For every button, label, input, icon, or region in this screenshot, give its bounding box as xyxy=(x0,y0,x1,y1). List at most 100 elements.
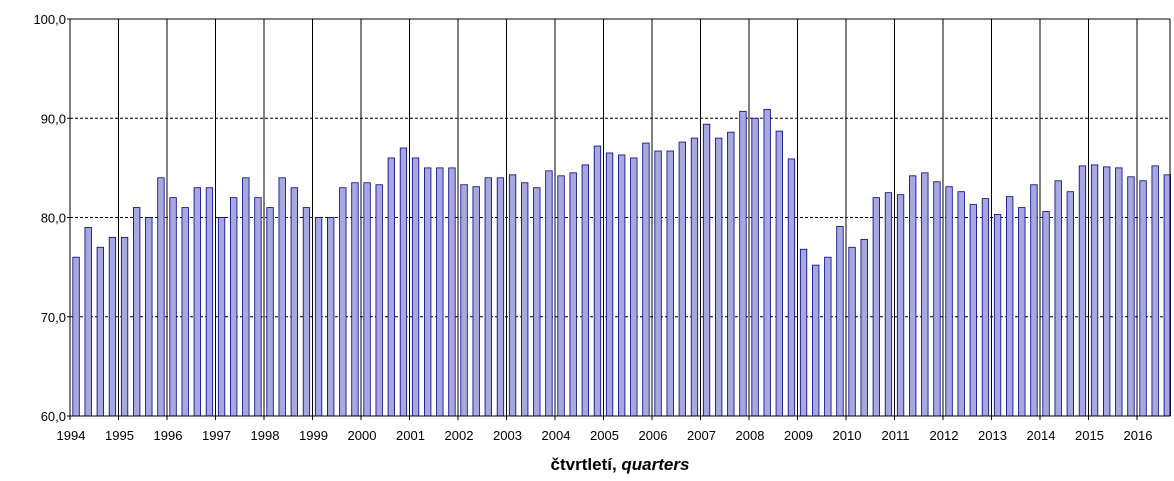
bar xyxy=(545,170,553,417)
bar xyxy=(812,264,820,417)
bar xyxy=(715,137,723,417)
bar xyxy=(436,167,444,417)
bar xyxy=(351,182,359,417)
bar xyxy=(1127,176,1135,417)
bar xyxy=(472,186,480,417)
x-axis-ticks: 1994 1995 1996 1997 1998 1999 2000 2001 2002 2003… xyxy=(57,416,1153,443)
x-axis-title-italic: quarters xyxy=(621,455,689,474)
x-tick-label: 1997 xyxy=(202,428,231,443)
bar xyxy=(763,108,771,417)
bar xyxy=(981,198,990,417)
bar xyxy=(508,174,517,417)
bar xyxy=(969,204,977,417)
bar xyxy=(581,164,589,417)
x-tick-label: 1999 xyxy=(299,428,328,443)
bar xyxy=(1054,180,1062,417)
bar xyxy=(909,175,917,417)
bar xyxy=(1103,166,1111,417)
bar xyxy=(278,177,286,417)
bar xyxy=(424,167,432,417)
x-tick-label: 2007 xyxy=(687,428,716,443)
bar xyxy=(1115,167,1123,417)
bar xyxy=(448,167,456,417)
bar xyxy=(460,184,468,417)
x-tick-label: 2001 xyxy=(396,428,425,443)
x-tick-label: 1994 xyxy=(57,428,86,443)
y-tick-label: 90,0 xyxy=(41,111,66,126)
bar xyxy=(593,145,602,417)
y-tick-label: 60,0 xyxy=(41,409,66,424)
bar xyxy=(533,187,541,417)
bar xyxy=(1078,165,1087,417)
bar xyxy=(896,194,905,417)
bar xyxy=(84,227,92,417)
bar xyxy=(618,154,626,417)
x-tick-label: 2005 xyxy=(590,428,619,443)
bar xyxy=(181,207,189,417)
bar xyxy=(145,217,153,417)
bar xyxy=(217,217,226,417)
bar xyxy=(327,217,335,417)
x-axis-title-main: čtvrtletí, xyxy=(551,455,622,474)
x-axis-title: čtvrtletí, quarters xyxy=(551,455,690,474)
bar xyxy=(933,181,941,417)
bar xyxy=(945,186,953,417)
bar xyxy=(1090,164,1099,417)
bar xyxy=(702,123,711,417)
bar xyxy=(521,182,529,417)
bar xyxy=(690,137,699,417)
bar xyxy=(787,158,796,417)
bar xyxy=(1006,196,1014,417)
bar xyxy=(799,248,808,417)
bar xyxy=(1042,211,1050,417)
bar xyxy=(1018,207,1026,417)
bar xyxy=(96,246,104,417)
bar xyxy=(848,246,856,417)
x-tick-label: 2009 xyxy=(784,428,813,443)
bar xyxy=(242,177,250,417)
bar xyxy=(290,187,298,417)
x-tick-label: 2010 xyxy=(833,428,862,443)
bar xyxy=(860,238,868,417)
bar xyxy=(605,152,614,417)
bar xyxy=(957,191,965,417)
bar xyxy=(836,226,844,417)
x-tick-label: 1998 xyxy=(251,428,280,443)
bar xyxy=(921,172,929,417)
bar xyxy=(569,172,577,417)
x-tick-label: 2015 xyxy=(1075,428,1104,443)
x-tick-label: 2013 xyxy=(978,428,1007,443)
bar xyxy=(1030,184,1038,417)
x-tick-label: 2011 xyxy=(882,428,910,443)
bar xyxy=(133,207,141,417)
bar xyxy=(375,184,383,417)
bar xyxy=(1139,180,1147,417)
bar xyxy=(120,236,129,417)
x-tick-label: 2002 xyxy=(445,428,474,443)
bar xyxy=(302,207,311,417)
x-tick-label: 2014 xyxy=(1027,428,1056,443)
bar xyxy=(193,187,201,417)
bar xyxy=(739,110,747,417)
x-tick-label: 2016 xyxy=(1124,428,1153,443)
bar xyxy=(230,197,238,417)
bar xyxy=(654,150,662,417)
bar xyxy=(484,177,492,417)
bar xyxy=(108,236,117,417)
bar xyxy=(751,117,759,417)
bar xyxy=(169,197,177,417)
x-tick-label: 2006 xyxy=(639,428,668,443)
bar xyxy=(872,197,880,417)
x-tick-label: 1995 xyxy=(105,428,134,443)
bar xyxy=(411,157,420,417)
bar xyxy=(666,150,674,417)
x-tick-label: 2004 xyxy=(542,428,571,443)
bar xyxy=(884,192,893,417)
bar xyxy=(642,142,650,417)
bar xyxy=(678,141,686,417)
bar xyxy=(399,147,408,417)
bar xyxy=(157,177,165,417)
x-tick-label: 2012 xyxy=(930,428,959,443)
bar xyxy=(314,217,323,417)
bar xyxy=(727,131,735,417)
